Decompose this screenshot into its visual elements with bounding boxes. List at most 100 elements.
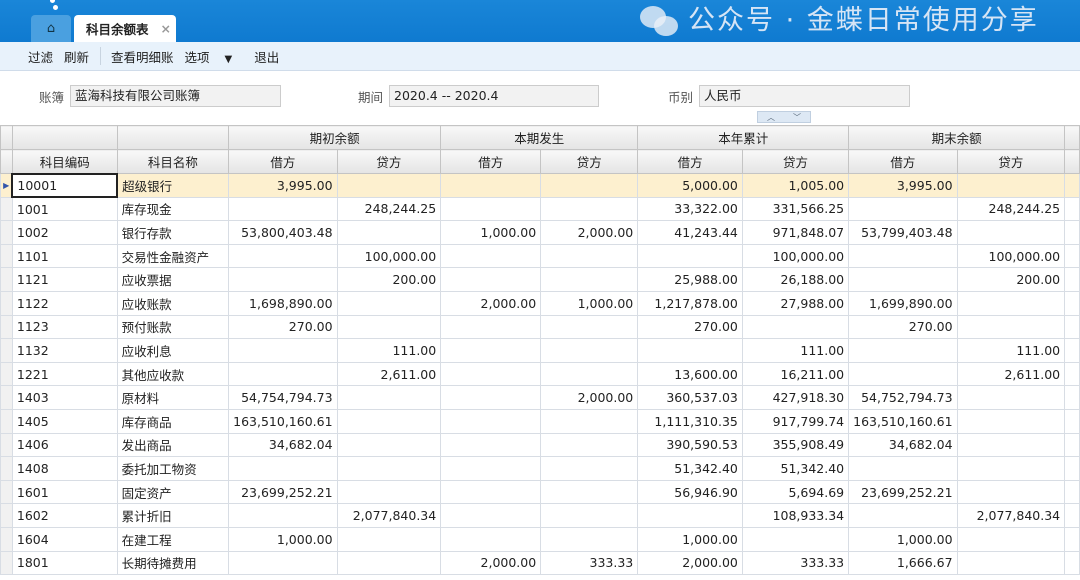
account-name-cell[interactable]: 应收票据 xyxy=(116,267,230,292)
amount-cell[interactable] xyxy=(637,338,743,363)
amount-cell[interactable]: 100,000.00 xyxy=(741,243,850,269)
amount-cell[interactable]: 270.00 xyxy=(228,314,338,340)
amount-cell[interactable]: 23,699,252.21 xyxy=(228,479,338,505)
account-code-cell[interactable]: 1602 xyxy=(11,503,118,528)
amount-cell[interactable] xyxy=(956,526,1066,552)
amount-cell[interactable] xyxy=(440,408,542,434)
amount-cell[interactable] xyxy=(228,338,338,363)
account-code-cell[interactable]: 1002 xyxy=(11,220,118,245)
amount-cell[interactable]: 2,000.00 xyxy=(637,550,743,576)
table-row[interactable]: 1002 银行存款 53,800,403.48 1,000.00 2,000.00 41,… xyxy=(0,220,1080,245)
amount-cell[interactable]: 33,322.00 xyxy=(637,196,743,222)
amount-cell[interactable] xyxy=(336,550,442,576)
table-row[interactable]: ▶ 10001 超级银行 3,995.00 5,000.00 1,005.00 3,995.… xyxy=(0,172,1080,199)
amount-cell[interactable]: 427,918.30 xyxy=(741,385,850,410)
amount-cell[interactable] xyxy=(440,385,542,410)
amount-cell[interactable] xyxy=(336,220,442,245)
account-code-cell[interactable]: 1221 xyxy=(11,361,118,387)
account-name-cell[interactable]: 固定资产 xyxy=(116,479,230,505)
amount-cell[interactable] xyxy=(956,314,1066,340)
amount-cell[interactable]: 355,908.49 xyxy=(741,432,850,458)
amount-cell[interactable]: 111.00 xyxy=(956,338,1066,363)
account-code-cell[interactable]: 1801 xyxy=(11,550,118,576)
amount-cell[interactable]: 51,342.40 xyxy=(637,456,743,481)
amount-cell[interactable] xyxy=(637,243,743,269)
amount-cell[interactable] xyxy=(848,503,958,528)
account-code-cell[interactable]: 1405 xyxy=(11,408,118,434)
amount-cell[interactable]: 3,995.00 xyxy=(228,173,338,198)
amount-cell[interactable] xyxy=(228,361,338,387)
account-code-cell[interactable]: 1121 xyxy=(11,267,118,292)
amount-cell[interactable] xyxy=(228,243,338,269)
table-row[interactable]: 1132 应收利息 111.00 111.00 111.00 xyxy=(0,338,1080,363)
collapse-toggle[interactable]: ︿ ﹀ xyxy=(757,111,811,123)
close-icon[interactable]: × xyxy=(160,21,171,36)
account-code-cell[interactable]: 1001 xyxy=(11,196,118,222)
amount-cell[interactable]: 163,510,160.61 xyxy=(848,408,958,434)
amount-cell[interactable]: 333.33 xyxy=(540,550,639,576)
amount-cell[interactable]: 54,754,794.73 xyxy=(228,385,338,410)
table-row[interactable]: 1406 发出商品 34,682.04 390,590.53 355,908.49 34,… xyxy=(0,432,1080,458)
table-row[interactable]: 1601 固定资产 23,699,252.21 56,946.90 5,694.69 23… xyxy=(0,479,1080,505)
account-name-cell[interactable]: 在建工程 xyxy=(116,526,230,552)
view-detail-button[interactable]: 查看明细账 xyxy=(111,49,174,65)
amount-cell[interactable] xyxy=(440,503,542,528)
amount-cell[interactable]: 51,342.40 xyxy=(741,456,850,481)
table-row[interactable]: 1408 委托加工物资 51,342.40 51,342.40 xyxy=(0,456,1080,481)
account-name-cell[interactable]: 库存商品 xyxy=(116,408,230,434)
amount-cell[interactable]: 2,077,840.34 xyxy=(956,503,1066,528)
amount-cell[interactable] xyxy=(848,267,958,292)
account-code-cell[interactable]: 1403 xyxy=(11,385,118,410)
account-name-cell[interactable]: 原材料 xyxy=(116,385,230,410)
amount-cell[interactable] xyxy=(540,196,639,222)
account-code-cell[interactable]: 1408 xyxy=(11,456,118,481)
amount-cell[interactable] xyxy=(540,503,639,528)
amount-cell[interactable] xyxy=(540,338,639,363)
amount-cell[interactable] xyxy=(848,456,958,481)
amount-cell[interactable] xyxy=(956,220,1066,245)
amount-cell[interactable] xyxy=(228,196,338,222)
amount-cell[interactable] xyxy=(741,314,850,340)
amount-cell[interactable] xyxy=(336,479,442,505)
amount-cell[interactable] xyxy=(637,503,743,528)
amount-cell[interactable]: 1,666.67 xyxy=(848,550,958,576)
amount-cell[interactable]: 25,988.00 xyxy=(637,267,743,292)
amount-cell[interactable] xyxy=(956,479,1066,505)
amount-cell[interactable] xyxy=(956,408,1066,434)
amount-cell[interactable] xyxy=(848,243,958,269)
amount-cell[interactable]: 5,000.00 xyxy=(637,173,743,198)
column-header[interactable]: 借方 xyxy=(440,149,542,174)
account-name-cell[interactable]: 应收利息 xyxy=(116,338,230,363)
column-header[interactable]: 借方 xyxy=(848,149,958,174)
table-row[interactable]: 1602 累计折旧 2,077,840.34 108,933.34 2,077,840.… xyxy=(0,503,1080,528)
amount-cell[interactable]: 200.00 xyxy=(336,267,442,292)
amount-cell[interactable]: 2,000.00 xyxy=(540,220,639,245)
amount-cell[interactable] xyxy=(336,314,442,340)
account-name-cell[interactable]: 长期待摊费用 xyxy=(116,550,230,576)
amount-cell[interactable] xyxy=(440,432,542,458)
amount-cell[interactable]: 111.00 xyxy=(336,338,442,363)
column-header[interactable]: 贷方 xyxy=(741,149,850,174)
amount-cell[interactable]: 971,848.07 xyxy=(741,220,850,245)
amount-cell[interactable] xyxy=(956,432,1066,458)
amount-cell[interactable] xyxy=(440,314,542,340)
period-field[interactable]: 2020.4 -- 2020.4 xyxy=(389,85,600,107)
amount-cell[interactable]: 248,244.25 xyxy=(336,196,442,222)
amount-cell[interactable]: 2,611.00 xyxy=(956,361,1066,387)
column-header[interactable]: 贷方 xyxy=(540,149,639,174)
table-row[interactable]: 1121 应收票据 200.00 25,988.00 26,188.00 200.00 xyxy=(0,267,1080,292)
amount-cell[interactable] xyxy=(336,526,442,552)
amount-cell[interactable]: 1,111,310.35 xyxy=(637,408,743,434)
account-name-cell[interactable]: 其他应收款 xyxy=(116,361,230,387)
amount-cell[interactable] xyxy=(228,503,338,528)
amount-cell[interactable] xyxy=(956,173,1066,198)
amount-cell[interactable] xyxy=(741,526,850,552)
amount-cell[interactable]: 1,000.00 xyxy=(637,526,743,552)
amount-cell[interactable]: 100,000.00 xyxy=(336,243,442,269)
amount-cell[interactable] xyxy=(440,338,542,363)
account-code-cell[interactable]: 1604 xyxy=(11,526,118,552)
amount-cell[interactable]: 26,188.00 xyxy=(741,267,850,292)
amount-cell[interactable] xyxy=(228,456,338,481)
account-code-cell[interactable]: 1601 xyxy=(11,479,118,505)
account-name-cell[interactable]: 超级银行 xyxy=(116,173,230,198)
